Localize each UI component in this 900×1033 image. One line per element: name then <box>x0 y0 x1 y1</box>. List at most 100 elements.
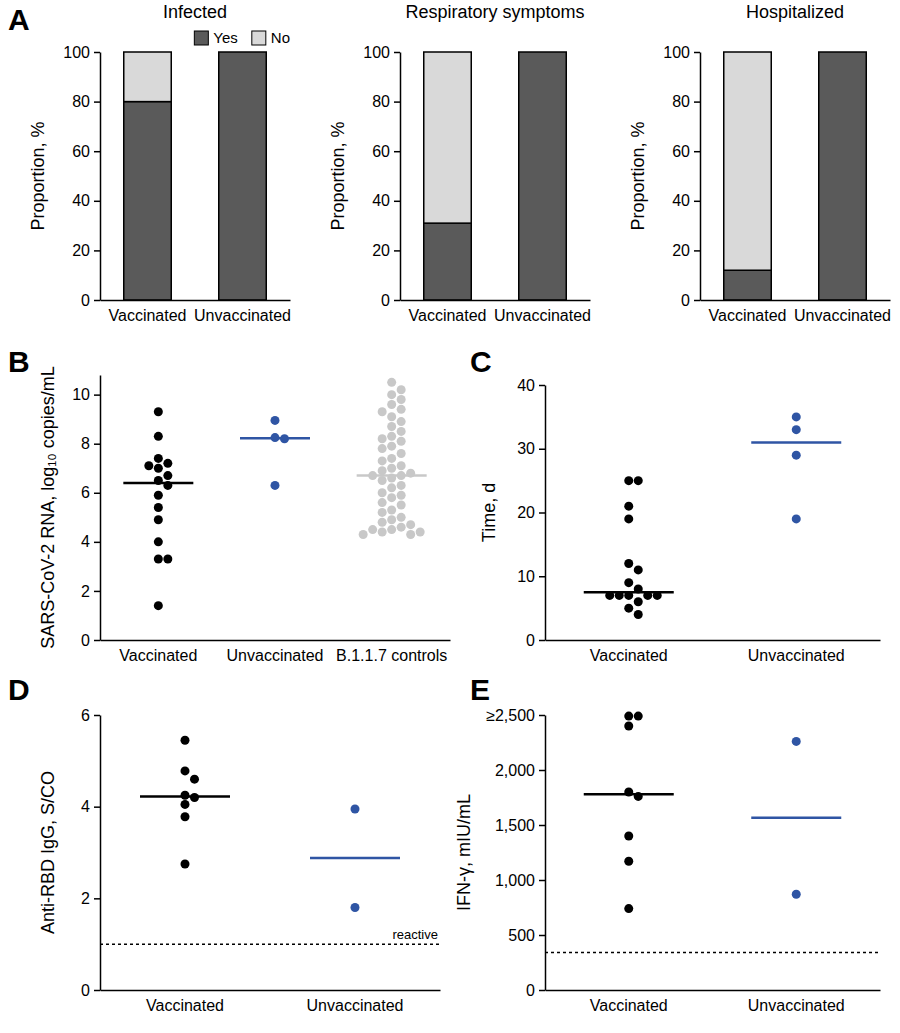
x-tick: Vaccinated <box>146 997 224 1014</box>
y-tick: 20 <box>672 242 700 259</box>
figure: 020406080100VaccinatedUnvaccinatedAInfec… <box>0 0 900 1033</box>
x-axis: VaccinatedUnvaccinated <box>546 991 881 1015</box>
median-line <box>584 591 674 594</box>
bar <box>219 52 267 300</box>
y-tick-label: 100 <box>63 44 90 61</box>
x-tick-label: Unvaccinated <box>748 647 845 664</box>
y-axis-title: Proportion, % <box>328 121 348 230</box>
y-tick-label: 80 <box>372 93 390 110</box>
point <box>154 454 163 463</box>
bar <box>219 51 267 53</box>
x-axis: VaccinatedUnvaccinated <box>701 301 891 325</box>
y-tick-label: 8 <box>81 435 90 452</box>
median-line <box>584 793 674 796</box>
y-tick-label: 1,500 <box>495 817 535 834</box>
point <box>154 432 163 441</box>
point <box>271 416 280 425</box>
y-tick: 500 <box>508 927 545 944</box>
y-tick-label: 20 <box>72 242 90 259</box>
x-tick-label: Vaccinated <box>109 307 187 324</box>
y-tick-mark <box>94 640 100 642</box>
point <box>378 498 387 507</box>
y-tick-label: 4 <box>81 798 90 815</box>
panel: 0246810VaccinatedUnvaccinatedB.1.1.7 con… <box>8 345 451 664</box>
point <box>378 434 387 443</box>
y-tick-mark <box>394 250 400 252</box>
legend: Yes No <box>194 29 290 46</box>
bar <box>519 51 567 53</box>
point <box>378 518 387 527</box>
plot-area <box>545 712 880 953</box>
panel: 020406080100VaccinatedUnvaccinatedRespir… <box>328 2 591 324</box>
point <box>387 390 396 399</box>
y-tick-mark <box>539 715 545 717</box>
y-tick-label: 20 <box>672 242 690 259</box>
y-tick: 40 <box>517 377 545 394</box>
y-tick: 80 <box>72 93 100 110</box>
point <box>181 791 190 800</box>
y-axis: 020406080100 <box>663 44 700 309</box>
bar <box>519 52 567 300</box>
y-axis-line <box>100 716 102 991</box>
y-tick: 8 <box>81 435 100 452</box>
x-tick: Unvaccinated <box>307 997 404 1014</box>
y-tick-label: 10 <box>517 568 535 585</box>
y-tick-mark <box>539 512 545 514</box>
legend-item: No <box>252 29 290 46</box>
y-tick-mark <box>94 715 100 717</box>
x-tick-label: Unvaccinated <box>194 307 291 324</box>
x-tick: Vaccinated <box>590 647 668 664</box>
y-tick: 2,000 <box>495 762 545 779</box>
point <box>397 405 406 414</box>
point <box>397 395 406 404</box>
y-axis: 0246810 <box>72 376 100 649</box>
point <box>792 514 801 523</box>
legend-swatch <box>194 31 208 45</box>
point <box>181 800 190 809</box>
x-axis-line <box>101 300 291 302</box>
chart-title: Infected <box>163 2 227 22</box>
point <box>351 903 360 912</box>
y-tick: 80 <box>672 93 700 110</box>
point <box>154 537 163 546</box>
point <box>624 604 633 613</box>
legend-item: Yes <box>194 29 237 46</box>
y-tick-mark <box>94 101 100 103</box>
x-axis: VaccinatedUnvaccinatedB.1.1.7 controls <box>101 641 451 665</box>
y-tick-label: 2,000 <box>495 762 535 779</box>
y-axis: 020406080100 <box>63 44 100 309</box>
point <box>634 610 643 619</box>
bar <box>124 52 172 102</box>
y-tick: 20 <box>372 242 400 259</box>
median-line <box>310 857 400 860</box>
legend-swatch <box>252 31 266 45</box>
point <box>378 476 387 485</box>
y-tick-mark <box>394 300 400 302</box>
point <box>387 432 396 441</box>
y-tick: 0 <box>526 632 545 649</box>
y-tick-label: 2 <box>81 890 90 907</box>
x-tick-label: Vaccinated <box>590 647 668 664</box>
y-tick-mark <box>394 101 400 103</box>
y-tick: 40 <box>72 192 100 209</box>
x-tick: Vaccinated <box>590 997 668 1014</box>
y-tick-label: 0 <box>81 632 90 649</box>
point <box>792 412 801 421</box>
point <box>163 459 172 468</box>
point <box>378 528 387 537</box>
y-axis: 05001,0001,5002,000≥2,500 <box>486 707 545 999</box>
y-tick: 60 <box>372 143 400 160</box>
y-tick-label: 80 <box>72 93 90 110</box>
y-tick-mark <box>539 576 545 578</box>
y-tick: 1,000 <box>495 872 545 889</box>
bar <box>124 102 172 300</box>
y-tick-label: 0 <box>526 982 535 999</box>
plot-area <box>100 736 440 944</box>
panel-label: E <box>470 673 490 706</box>
point <box>624 559 633 568</box>
y-tick-label: 20 <box>372 242 390 259</box>
x-tick: Unvaccinated <box>494 307 591 324</box>
bar <box>724 270 772 300</box>
median-line <box>123 482 193 485</box>
y-axis: 020406080100 <box>363 44 400 309</box>
